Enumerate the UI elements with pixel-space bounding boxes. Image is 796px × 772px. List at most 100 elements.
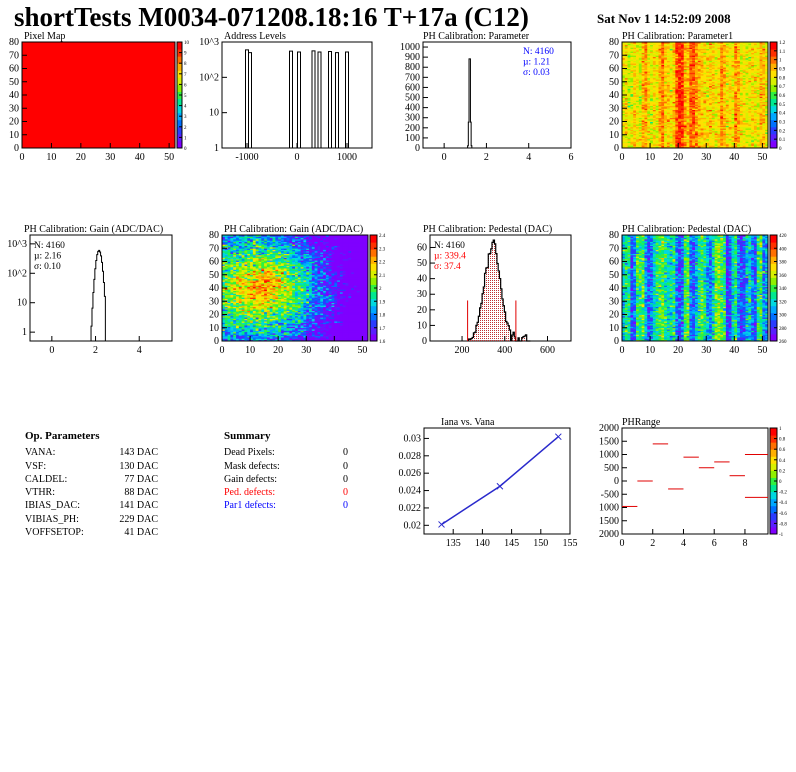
ph-param1-map-palette-swatch	[770, 70, 777, 78]
heat-cell	[638, 61, 643, 64]
y-tick-label: 10	[209, 108, 219, 119]
heat-cell	[647, 60, 651, 63]
heat-cell	[650, 124, 654, 126]
heat-cell	[644, 67, 648, 69]
heat-cell	[636, 52, 640, 55]
heat-cell	[647, 49, 651, 52]
heat-cell	[622, 101, 626, 104]
heat-cell	[624, 56, 629, 59]
heat-cell	[647, 97, 651, 100]
heat-cell	[622, 97, 626, 100]
heat-cell	[627, 100, 631, 103]
heat-cell	[624, 84, 629, 87]
x-tick-label: 10	[645, 152, 655, 163]
heat-cell	[644, 128, 648, 130]
heat-cell	[630, 43, 634, 46]
heat-cell	[624, 59, 629, 61]
heat-cell	[627, 84, 631, 87]
heat-cell	[644, 142, 648, 145]
heat-cell	[624, 141, 629, 144]
heat-cell	[641, 60, 645, 63]
y-tick-label: 30	[9, 103, 19, 114]
x-tick-label: 4	[526, 152, 531, 163]
heat-cell	[630, 45, 634, 48]
heat-cell	[633, 57, 637, 60]
heat-cell	[622, 57, 626, 60]
heat-cell	[641, 116, 645, 118]
heat-cell	[622, 129, 626, 132]
address-level-peak	[311, 50, 316, 148]
heat-cell	[633, 85, 637, 88]
heat-cell	[627, 128, 631, 130]
y-tick-label: 10^2	[7, 268, 27, 279]
heat-cell	[622, 109, 626, 112]
heat-cell	[638, 75, 643, 77]
heat-cell	[636, 108, 640, 110]
ph-param1-map-palette-tick-label: 0.6	[779, 94, 786, 99]
heat-cell	[627, 144, 631, 146]
heat-cell	[644, 136, 648, 138]
heat-cell	[647, 53, 651, 56]
heat-cell	[633, 76, 637, 79]
heat-cell	[644, 137, 648, 140]
heat-cell	[647, 67, 651, 69]
heat-cell	[630, 71, 634, 73]
y-tick-label: 900	[405, 52, 420, 63]
heat-cell	[641, 110, 645, 113]
heat-cell	[652, 129, 657, 132]
heat-cell	[633, 45, 637, 48]
heat-cell	[638, 52, 643, 55]
ph-param-frame	[422, 41, 572, 149]
y-tick-label: 0	[14, 143, 19, 154]
heat-cell	[633, 69, 637, 72]
heat-cell	[641, 76, 645, 79]
heat-cell	[633, 72, 637, 75]
heat-cell	[622, 55, 626, 57]
address-level-peak	[328, 50, 332, 148]
y-tick-label: 70	[609, 50, 619, 61]
heat-cell	[627, 49, 631, 52]
heat-cell	[630, 85, 634, 88]
heat-cell	[638, 53, 643, 56]
pixel-map-fill	[22, 42, 175, 148]
heat-cell	[630, 98, 634, 101]
heat-cell	[650, 105, 654, 108]
heat-cell	[622, 110, 626, 113]
heat-cell	[647, 79, 651, 81]
heat-cell	[647, 69, 651, 72]
heat-cell	[644, 72, 648, 75]
heat-cell	[650, 87, 654, 89]
heat-cell	[650, 49, 654, 52]
heat-cell	[630, 64, 634, 67]
x-tick-label: 30	[105, 152, 115, 163]
ph-gain-histogram	[90, 249, 106, 342]
ph-param1-map-palette-tick-label: 0.9	[779, 68, 786, 73]
heat-cell	[647, 59, 651, 61]
heat-cell	[636, 96, 640, 99]
heat-cell	[644, 138, 648, 141]
heat-cell	[641, 47, 645, 50]
heat-cell	[641, 133, 645, 136]
y-tick-label: 10	[609, 130, 619, 141]
heat-cell	[650, 128, 654, 130]
heat-cell	[650, 106, 654, 109]
heat-cell	[633, 63, 637, 65]
heat-cell	[647, 93, 651, 96]
heat-cell	[644, 44, 648, 47]
heat-cell	[627, 102, 631, 105]
heat-cell	[638, 88, 643, 91]
op-param-name: VIBIAS_PH:	[25, 513, 79, 525]
heat-cell	[644, 144, 648, 146]
heat-cell	[644, 87, 648, 89]
heat-cell	[624, 85, 629, 88]
heat-cell	[647, 83, 651, 85]
heat-cell	[627, 97, 631, 100]
heat-cell	[638, 122, 643, 125]
heat-cell	[630, 141, 634, 144]
pixel-map-palette-swatch	[177, 140, 182, 149]
heat-cell	[641, 42, 645, 44]
heat-cell	[627, 134, 631, 137]
heat-cell	[627, 145, 631, 148]
heat-cell	[641, 83, 645, 85]
y-tick-label: 80	[609, 37, 619, 48]
